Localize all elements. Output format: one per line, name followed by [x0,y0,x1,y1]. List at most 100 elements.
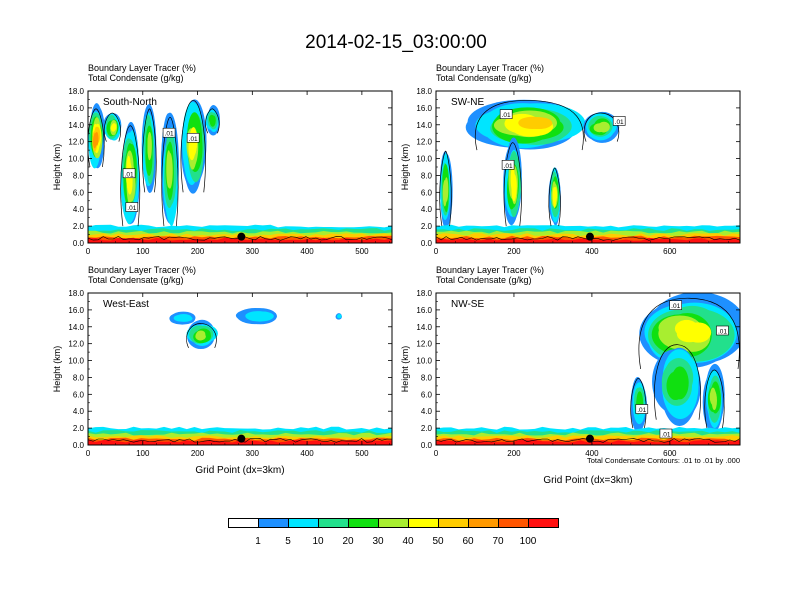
tracer-mark [173,314,187,322]
condensate-contour [161,116,179,227]
y-tick-label: 4.0 [421,407,433,416]
y-tick-label: 2.0 [73,424,85,433]
contour-label: .01 [671,303,680,310]
x-tick-label: 100 [136,247,150,256]
y-tick-label: 0.0 [73,441,85,450]
colorbar-label: 30 [372,536,384,547]
colorbar-box [408,518,439,528]
y-tick-label: 12.0 [416,340,432,349]
tracer-mark [669,374,688,400]
colorbar-box [228,518,259,528]
y-tick-label: 10.0 [68,357,84,366]
x-tick-label: 400 [585,449,599,458]
chart-panel: 0.0 2.0 4.0 6.0 8.0 10.0 12.0 14.0 16.0 18.0 0 100 2… [52,265,393,476]
condensate-contour [88,438,392,443]
tracer-mark [336,314,342,319]
y-tick-label: 2.0 [421,222,433,231]
colorbar-label: 70 [492,536,504,547]
colorbar-label: 60 [462,536,474,547]
colorbar-label: 40 [402,536,414,547]
panel-label: South-North [103,97,157,108]
tracer-mark [442,181,447,204]
y-tick-label: 16.0 [68,104,84,113]
tracer-mark [526,117,553,129]
x-tick-label: 200 [507,247,521,256]
colorbar-label: 5 [285,536,291,547]
condensate-contour [653,344,701,420]
y-tick-label: 2.0 [421,424,433,433]
colorbar-label: 10 [312,536,324,547]
y-tick-label: 18.0 [416,289,432,298]
x-axis-label: Grid Point (dx=3km) [195,465,284,476]
x-tick-label: 200 [507,449,521,458]
y-tick-label: 8.0 [73,171,85,180]
tracer-field: .01 .01 .01 [436,91,740,243]
y-tick-label: 4.0 [73,205,85,214]
y-tick-label: 12.0 [416,138,432,147]
contour-label-box [635,404,649,414]
panel-label: SW-NE [451,97,484,108]
tracer-field: .01 .01 .01 .01 [88,91,392,243]
contour-label-box [122,168,136,179]
colorbar-label: 20 [342,536,354,547]
y-tick-label: 2.0 [73,222,85,231]
x-tick-label: 400 [300,247,314,256]
tracer-mark [245,311,274,322]
panel-label: NW-SE [451,299,484,310]
y-axis-label: Height (km) [52,144,62,191]
y-tick-label: 0.0 [421,239,433,248]
condensate-contour [474,100,584,151]
contour-label-box [669,300,682,310]
condensate-contour [436,236,740,241]
location-marker [585,232,594,241]
tracer-field: .01 .01 .01 .01 [436,293,740,445]
colorbar-box [258,518,289,528]
x-tick-label: 300 [246,449,260,458]
panel-title-line: Total Condensate (g/kg) [88,73,184,83]
colorbar-box [348,518,379,528]
boundary-layer-band [436,439,740,445]
location-marker [237,434,246,443]
x-tick-label: 0 [434,247,439,256]
y-axis-label: Height (km) [52,346,62,393]
x-tick-label: 400 [585,247,599,256]
y-tick-label: 18.0 [68,87,84,96]
condensate-contour [638,297,740,370]
panel-label: West-East [103,299,149,310]
y-tick-label: 14.0 [68,121,84,130]
x-tick-label: 0 [86,247,91,256]
y-tick-label: 6.0 [421,188,433,197]
x-tick-label: 0 [86,449,91,458]
condensate-contour [503,142,522,227]
chart-panel: .01 .01 .01 0.0 2.0 4.0 6.0 8.0 10.0 12.0 14.0 16.0… [400,63,741,256]
chart-panel: .01 .01 .01 .01 0.0 2.0 4.0 6.0 8.0 10.0 12.0 14.0 1… [52,63,393,256]
panel-title-line: Boundary Layer Tracer (%) [88,265,196,275]
page-title: 2014-02-15_03:00:00 [305,32,487,53]
colorbar-label: 50 [432,536,444,547]
tracer-mark [92,134,97,149]
condensate-contour [142,108,157,193]
colorbar-label: 100 [519,536,537,547]
condensate-contour [186,323,217,349]
panel-title-line: Total Condensate (g/kg) [88,275,184,285]
y-axis-label: Height (km) [400,346,410,393]
contour-label-box [125,202,139,212]
y-tick-label: 16.0 [68,306,84,315]
condensate-contour [180,100,206,193]
colorbar-label: 1 [255,536,261,547]
y-tick-label: 4.0 [73,407,85,416]
y-tick-label: 10.0 [416,357,432,366]
y-tick-label: 6.0 [73,390,85,399]
y-tick-label: 14.0 [416,323,432,332]
colorbar-box [288,518,319,528]
x-tick-label: 600 [663,449,677,458]
contour-label-box [612,116,626,126]
x-axis-label: Grid Point (dx=3km) [543,475,632,486]
tracer-mark [553,187,558,203]
y-tick-label: 0.0 [73,239,85,248]
contour-label: .01 [127,205,136,212]
contour-label: .01 [718,329,727,336]
tracer-mark [210,115,216,125]
y-tick-label: 14.0 [416,121,432,130]
